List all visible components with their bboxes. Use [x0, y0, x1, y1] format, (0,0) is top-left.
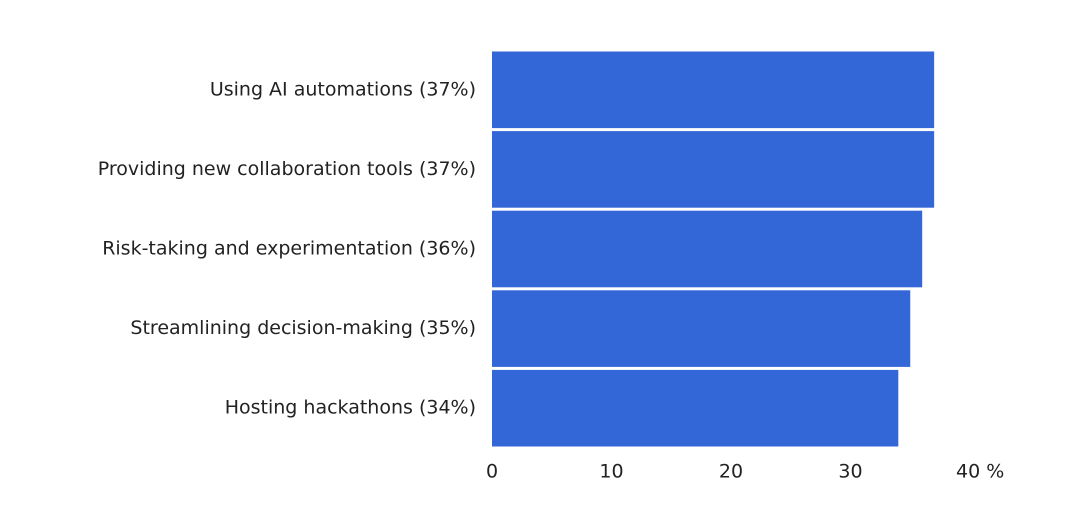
bar: [492, 369, 899, 447]
bar: [492, 290, 911, 367]
y-tick-label: Risk-taking and experimentation (36%): [102, 238, 476, 260]
x-tick-label: 40 %: [956, 461, 1004, 483]
y-tick-label: Using AI automations (37%): [210, 78, 476, 100]
bar: [492, 131, 935, 208]
x-tick-label: 10: [599, 461, 623, 483]
y-tick-label: Providing new collaboration tools (37%): [98, 158, 476, 180]
bar: [492, 210, 923, 288]
y-tick-label: Streamlining decision-making (35%): [130, 317, 476, 339]
x-tick-label: 0: [486, 461, 498, 483]
y-tick-label: Hosting hackathons (34%): [225, 397, 476, 419]
bar: [492, 51, 935, 129]
x-tick-label: 20: [719, 461, 743, 483]
x-tick-label: 30: [838, 461, 862, 483]
